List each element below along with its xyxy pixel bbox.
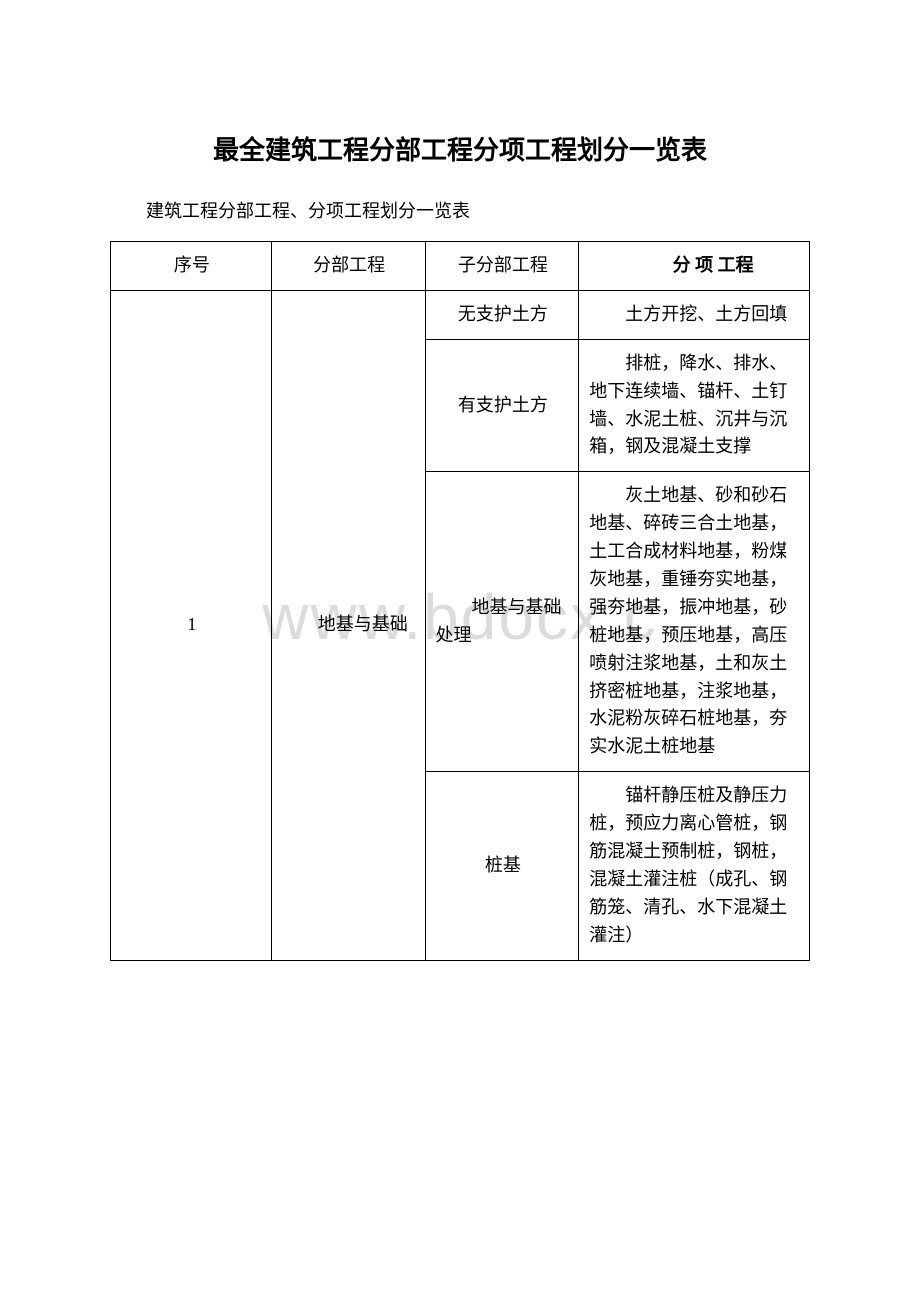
document-page: 最全建筑工程分部工程分项工程划分一览表 建筑工程分部工程、分项工程划分一览表 序… [0,0,920,1021]
cell-seq: 1 [111,290,272,960]
table-row: 1 地基与基础 无支护土方 土方开挖、土方回填 [111,290,810,339]
cell-division: 地基与基础 [271,290,425,960]
header-subdivision: 子分部工程 [425,242,579,291]
cell-subdivision: 桩基 [425,772,579,960]
cell-item: 灰土地基、砂和砂石地基、碎砖三合土地基，土工合成材料地基，粉煤灰地基，重锤夯实地… [579,472,810,772]
table-header-row: 序号 分部工程 子分部工程 分 项 工程 [111,242,810,291]
cell-item: 排桩，降水、排水、地下连续墙、锚杆、土钉墙、水泥土桩、沉井与沉箱，钢及混凝土支撑 [579,339,810,472]
header-seq: 序号 [111,242,272,291]
page-subtitle: 建筑工程分部工程、分项工程划分一览表 [110,197,810,223]
cell-subdivision: 地基与基础处理 [425,472,579,772]
header-item: 分 项 工程 [579,242,810,291]
division-table: 序号 分部工程 子分部工程 分 项 工程 1 地基与基础 无支护土方 土方开挖、… [110,241,810,961]
header-division: 分部工程 [271,242,425,291]
cell-item: 锚杆静压桩及静压力桩，预应力离心管桩，钢筋混凝土预制桩，钢桩，混凝土灌注桩（成孔… [579,772,810,960]
cell-item: 土方开挖、土方回填 [579,290,810,339]
cell-subdivision: 无支护土方 [425,290,579,339]
page-title: 最全建筑工程分部工程分项工程划分一览表 [110,130,810,167]
cell-subdivision: 有支护土方 [425,339,579,472]
